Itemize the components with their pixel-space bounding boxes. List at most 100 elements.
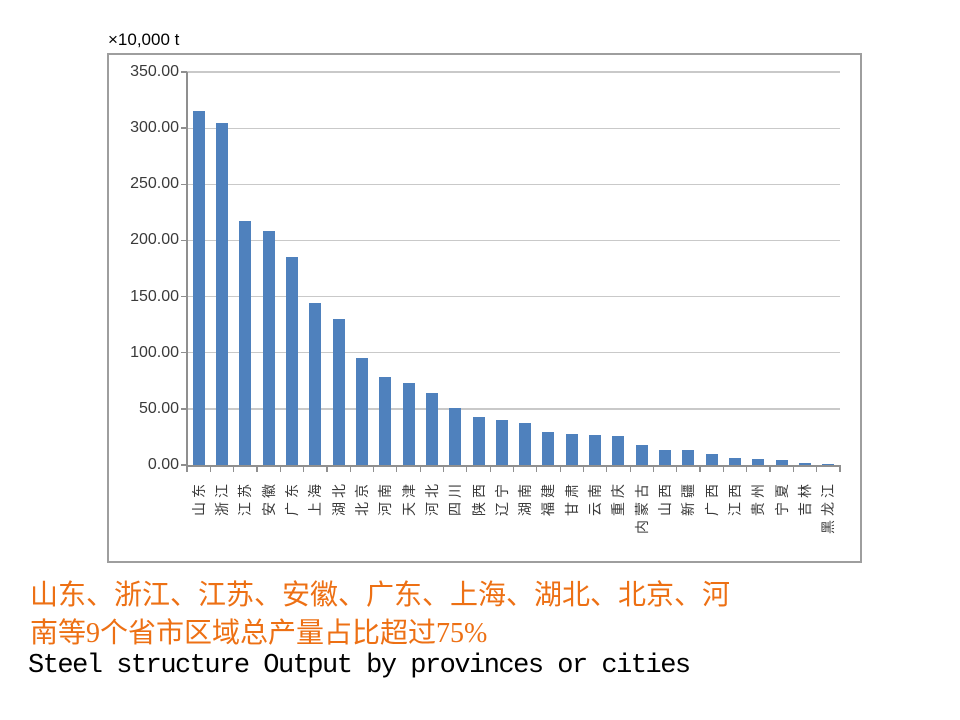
x-axis-tick <box>676 467 678 472</box>
highlight-text-line-2: 南等9个省市区域总产量占比超过75% <box>30 618 488 649</box>
x-axis-tick <box>816 467 818 472</box>
y-axis-label: 150.00 <box>130 287 179 305</box>
highlight-text: 山东、浙江、江苏、安徽、广东、上海、湖北、北京、河 南等9个省市区域总产量占比超… <box>30 577 730 653</box>
x-axis-tick <box>186 467 188 472</box>
bar <box>542 432 555 465</box>
x-axis-label: 浙江 <box>213 480 230 516</box>
x-axis-label: 广西 <box>703 480 720 516</box>
x-axis-tick <box>559 467 561 472</box>
y-axis-label: 250.00 <box>130 175 179 193</box>
x-axis-tick <box>233 467 235 472</box>
x-axis-label: 湖北 <box>330 480 347 516</box>
x-axis-tick <box>349 467 351 472</box>
bar <box>285 257 298 465</box>
bar <box>729 457 742 465</box>
x-axis-tick <box>512 467 515 472</box>
y-axis-label: 350.00 <box>130 63 179 80</box>
x-axis-label: 河北 <box>423 480 440 516</box>
x-axis-label: 陕西 <box>470 480 487 516</box>
bar <box>262 231 275 465</box>
y-axis-unit-label: ×10,000 t <box>108 30 180 49</box>
x-axis-tick <box>209 467 211 472</box>
x-axis-tick <box>606 467 608 472</box>
x-axis-tick <box>652 467 655 472</box>
gridline <box>187 408 840 410</box>
bar <box>659 450 672 465</box>
bar <box>589 434 602 465</box>
x-axis-label: 黑龙江 <box>820 480 837 534</box>
bar <box>565 433 578 465</box>
gridline <box>187 183 840 185</box>
x-axis-label: 湖南 <box>517 480 534 516</box>
y-axis-label: 100.00 <box>130 343 179 361</box>
x-axis-label: 广东 <box>283 480 300 516</box>
y-axis-tick <box>181 464 187 466</box>
x-axis-label: 江西 <box>727 480 744 516</box>
x-axis-tick <box>256 467 258 472</box>
x-axis-label: 河南 <box>377 480 394 516</box>
x-axis-tick <box>326 467 328 472</box>
x-axis-tick <box>419 467 421 472</box>
x-axis-label: 北京 <box>353 480 370 516</box>
x-axis-tick <box>303 467 305 472</box>
gridline <box>187 71 840 73</box>
bar <box>799 463 812 465</box>
x-axis-tick <box>746 467 748 472</box>
x-axis-label: 安徽 <box>260 480 277 516</box>
x-axis-label: 新疆 <box>680 480 697 516</box>
x-axis-label: 天津 <box>400 480 417 516</box>
x-axis-tick <box>536 467 538 472</box>
y-axis-tick <box>181 71 187 73</box>
x-axis-tick <box>442 467 445 472</box>
x-axis-label: 江苏 <box>237 480 254 516</box>
bar <box>355 358 368 465</box>
x-axis-tick <box>582 467 585 472</box>
y-axis-tick <box>181 127 187 129</box>
y-axis-label: 200.00 <box>130 231 179 249</box>
x-axis-label: 宁夏 <box>773 480 790 516</box>
bar <box>635 444 648 465</box>
bar <box>682 450 695 465</box>
gridline <box>187 352 840 354</box>
x-axis-tick <box>396 467 398 472</box>
bar <box>379 377 392 465</box>
x-axis-label: 山东 <box>190 480 207 516</box>
y-axis-tick <box>181 239 187 242</box>
x-axis-label: 重庆 <box>610 480 627 516</box>
bar <box>495 420 508 465</box>
x-axis-label: 山西 <box>657 480 674 516</box>
x-axis-tick <box>629 467 631 472</box>
bar <box>309 303 322 465</box>
x-axis-label: 上海 <box>307 480 324 516</box>
bar <box>239 221 252 465</box>
gridline <box>187 239 840 242</box>
y-axis-tick <box>181 295 187 298</box>
y-axis-line <box>186 72 188 467</box>
x-axis-label: 贵州 <box>750 480 767 516</box>
x-axis-tick <box>792 467 794 472</box>
x-axis-label: 吉林 <box>797 480 814 516</box>
y-axis-tick <box>181 183 187 186</box>
bar <box>752 458 765 465</box>
x-axis-tick <box>699 467 701 472</box>
x-axis-line <box>187 465 841 467</box>
bar <box>775 459 788 465</box>
x-axis-label: 甘肃 <box>563 480 580 516</box>
bar <box>332 319 345 465</box>
x-axis-label: 辽宁 <box>493 480 510 516</box>
y-axis-label: 300.00 <box>130 119 179 137</box>
bar-chart-frame: 350.00 300.00 250.00 200.00 150.00 100.00 50.0… <box>107 53 862 563</box>
gridline <box>187 127 840 129</box>
bar <box>705 453 718 465</box>
bar <box>425 393 438 465</box>
y-axis-tick <box>181 351 187 354</box>
gridline <box>187 295 840 298</box>
x-axis-label: 四川 <box>447 480 464 516</box>
y-axis-tick <box>181 408 187 410</box>
x-axis-tick <box>279 467 281 472</box>
bar <box>192 111 205 465</box>
bar <box>822 464 835 465</box>
bar-chart-plot-area: 350.00 300.00 250.00 200.00 150.00 100.00 50.0… <box>109 55 860 561</box>
slide-title-en: Steel structure Output by provinces or c… <box>28 651 691 681</box>
